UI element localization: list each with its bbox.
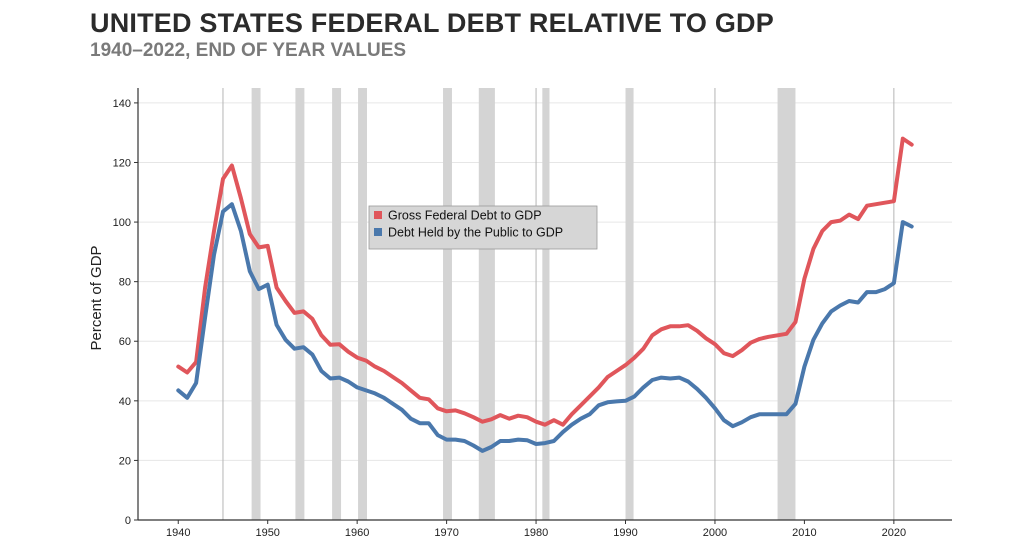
legend-label-public-debt: Debt Held by the Public to GDP — [388, 226, 563, 240]
y-tick-label: 140 — [113, 98, 131, 110]
y-tick-label: 0 — [125, 515, 131, 527]
series-line-1 — [176, 202, 914, 453]
y-tick-label: 60 — [119, 336, 131, 348]
recession-shading — [251, 88, 796, 520]
x-tick-label: 2000 — [703, 527, 727, 539]
recession-band — [251, 88, 261, 520]
y-tick-label: 80 — [119, 277, 131, 289]
x-tick-label: 1980 — [524, 527, 548, 539]
chart-subtitle: 1940–2022, END OF YEAR VALUES — [90, 40, 407, 61]
y-tick-label: 40 — [119, 396, 131, 408]
y-axis-label: Percent of GDP — [88, 245, 105, 350]
tick-labels: 0 20 40 60 80 100 120 140 1940 1950 1960 1970 1980 19… — [113, 98, 906, 539]
legend-box — [368, 205, 598, 250]
recession-band — [443, 88, 452, 520]
recession-band — [295, 88, 305, 520]
x-tick-label: 1960 — [345, 527, 369, 539]
x-tick-label: 1990 — [613, 527, 637, 539]
series-line-0 — [176, 136, 914, 427]
recession-band — [542, 88, 550, 520]
x-tick-label: 1950 — [255, 527, 279, 539]
x-tick-label: 2020 — [882, 527, 906, 539]
chart-title: UNITED STATES FEDERAL DEBT RELATIVE TO G… — [90, 8, 774, 38]
series-lines — [176, 136, 914, 453]
recession-band — [332, 88, 342, 520]
legend-label-gross-debt: Gross Federal Debt to GDP — [388, 209, 542, 223]
legend: Gross Federal Debt to GDP Debt Held by t… — [368, 205, 598, 250]
recession-band — [777, 88, 796, 520]
recession-band — [625, 88, 634, 520]
legend-swatch-gross-debt — [374, 211, 382, 219]
x-tick-label: 1940 — [166, 527, 190, 539]
y-tick-label: 20 — [119, 455, 131, 467]
x-tick-label: 2010 — [792, 527, 816, 539]
recession-band — [358, 88, 367, 520]
legend-swatch-public-debt — [374, 228, 382, 236]
y-tick-label: 100 — [113, 217, 131, 229]
reference-lines — [222, 88, 895, 520]
x-tick-label: 1970 — [434, 527, 458, 539]
axes — [134, 88, 952, 524]
recession-band — [478, 88, 495, 520]
y-tick-label: 120 — [113, 157, 131, 169]
